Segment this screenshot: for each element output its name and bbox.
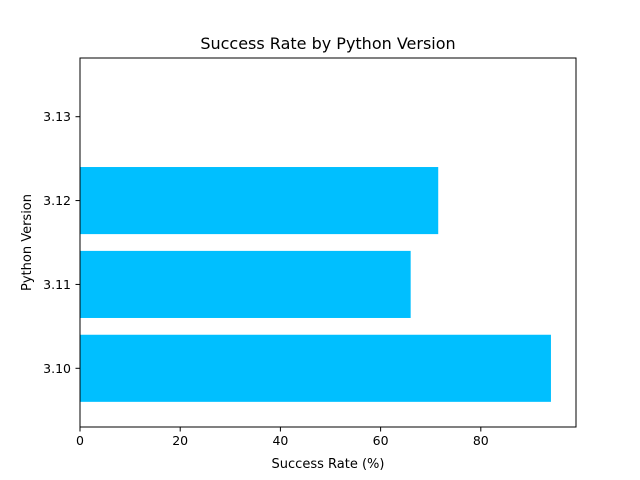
y-tick-label: 3.10 [43,361,71,376]
bars-group [80,167,551,402]
bar-3-11 [80,250,411,318]
y-tick-label: 3.12 [43,193,71,208]
y-axis-label: Python Version [20,194,35,291]
x-tick-label: 40 [272,433,288,448]
x-tick-label: 80 [473,433,489,448]
x-tick-label: 0 [76,433,84,448]
x-tick-label: 20 [172,433,188,448]
y-tick-label: 3.13 [43,109,71,124]
chart-title: Success Rate by Python Version [200,34,455,53]
bar-3-12 [80,167,439,235]
y-axis-ticks: 3.10 3.11 3.12 3.13 [43,109,80,376]
bar-3-10 [80,334,551,402]
x-tick-label: 60 [373,433,389,448]
y-tick-label: 3.11 [43,277,71,292]
x-axis-label: Success Rate (%) [272,457,385,472]
x-axis-ticks: 0 20 40 60 80 [76,427,489,448]
plot-frame [79,57,577,428]
